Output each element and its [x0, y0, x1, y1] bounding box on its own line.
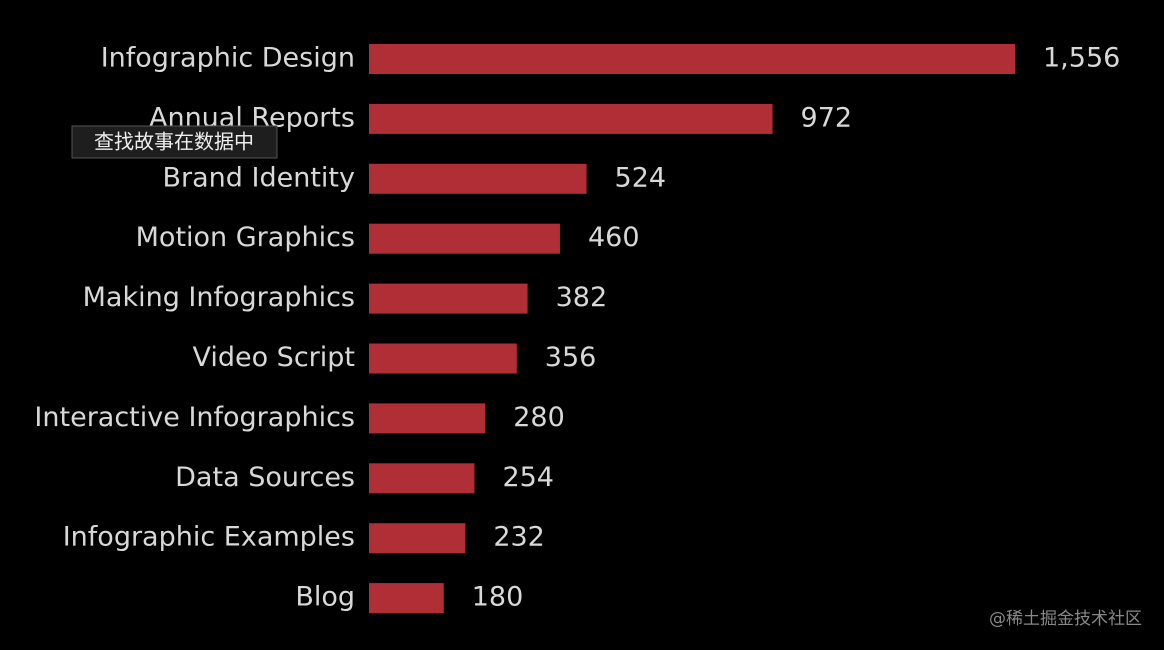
bar	[369, 283, 528, 314]
bar	[369, 163, 587, 194]
value-label: 1,556	[1043, 43, 1120, 74]
category-label: Making Infographics	[83, 282, 355, 313]
watermark: @稀土掘金技术社区	[989, 609, 1142, 629]
category-label: Infographic Examples	[63, 522, 355, 553]
bar	[369, 403, 486, 434]
bar	[369, 583, 444, 614]
value-label: 524	[615, 162, 667, 193]
category-label: Blog	[295, 582, 355, 613]
category-label: Video Script	[192, 342, 355, 373]
category-label: Motion Graphics	[136, 222, 355, 253]
tooltip: 查找故事在数据中	[71, 125, 278, 159]
value-label: 280	[513, 402, 565, 433]
category-label: Brand Identity	[163, 162, 356, 193]
tooltip-text: 查找故事在数据中	[94, 130, 254, 154]
value-label: 460	[588, 222, 640, 253]
bar	[369, 223, 560, 254]
value-label: 180	[472, 582, 524, 613]
bar	[369, 44, 1015, 74]
value-label: 232	[493, 522, 545, 553]
value-label: 356	[545, 342, 597, 373]
category-label: Data Sources	[175, 462, 355, 493]
value-label: 972	[801, 102, 853, 133]
category-label: Interactive Infographics	[34, 402, 355, 433]
category-label: Infographic Design	[101, 43, 355, 74]
value-label: 382	[556, 282, 608, 313]
tooltip-box	[71, 125, 278, 159]
value-label: 254	[502, 462, 554, 493]
bar	[369, 343, 517, 374]
bar	[369, 523, 466, 554]
bar	[369, 463, 475, 494]
bar	[369, 103, 773, 134]
